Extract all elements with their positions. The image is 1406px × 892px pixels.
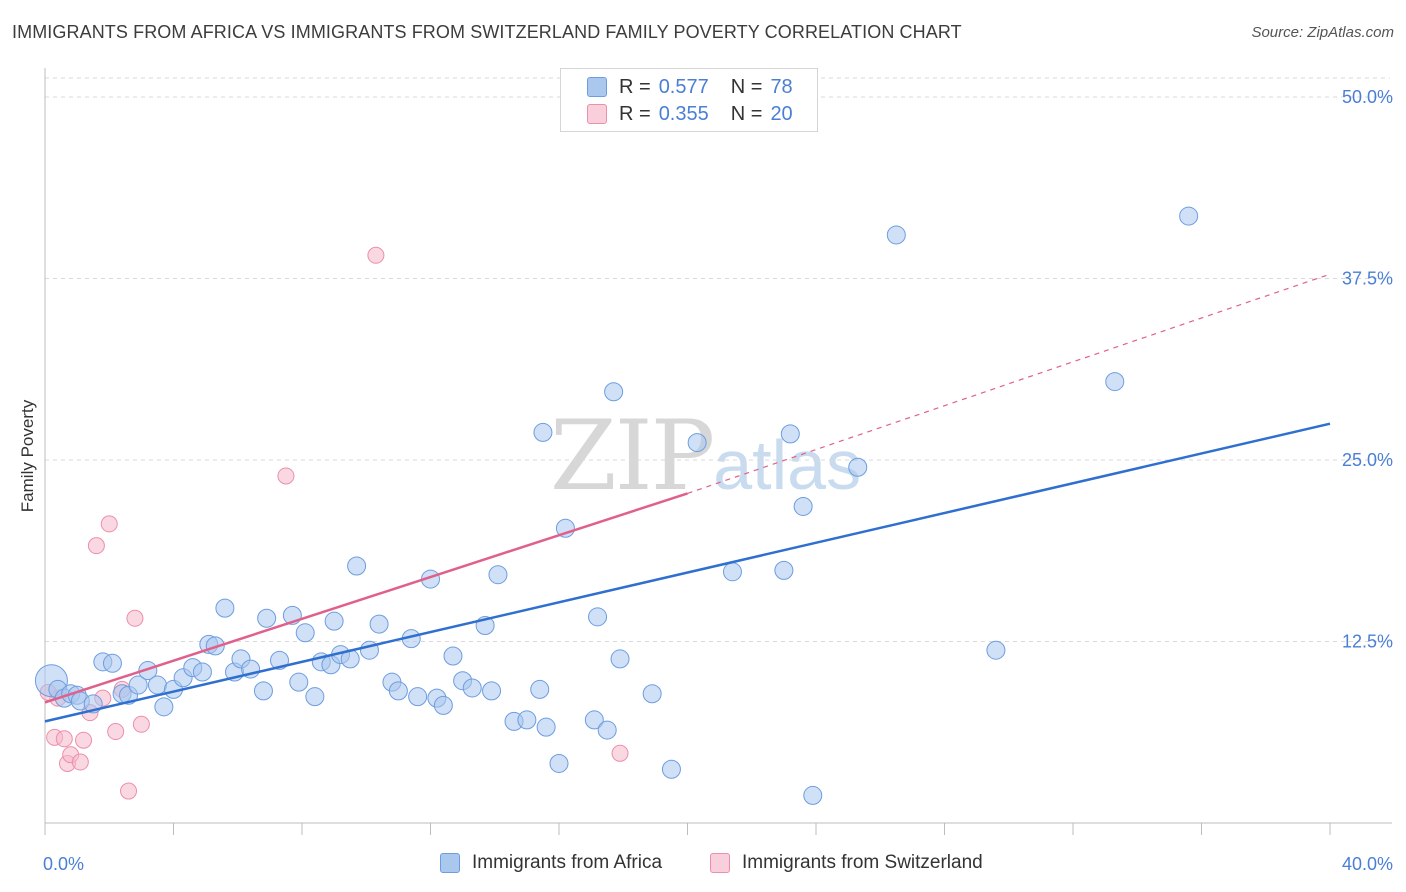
data-point-africa <box>1179 206 1199 226</box>
data-point-africa <box>388 681 408 701</box>
correlation-legend: R = 0.577 N = 78 R = 0.355 N = 20 <box>560 68 818 132</box>
data-point-africa <box>295 623 315 643</box>
legend-swatch-switzerland <box>587 104 607 124</box>
data-point-africa <box>549 753 569 773</box>
chart-title: IMMIGRANTS FROM AFRICA VS IMMIGRANTS FRO… <box>12 22 962 42</box>
legend-r-label: R = <box>619 102 651 125</box>
trendline-switzerland <box>44 492 688 704</box>
data-point-africa <box>584 710 604 730</box>
legend-label-switzerland: Immigrants from Switzerland <box>742 852 983 873</box>
data-point-africa <box>610 649 630 669</box>
data-point-africa <box>215 598 235 618</box>
data-point-switzerland <box>367 246 385 264</box>
data-point-africa <box>128 675 148 695</box>
data-point-switzerland <box>75 731 93 749</box>
data-point-africa <box>803 785 823 805</box>
data-point-africa <box>102 653 122 673</box>
legend-item-africa: Immigrants from Africa <box>440 852 662 874</box>
trendline-africa <box>44 422 1331 723</box>
y-tick-label: 25.0% <box>1342 450 1393 470</box>
legend-swatch-switzerland <box>710 853 730 873</box>
data-point-switzerland <box>120 782 138 800</box>
data-point-africa <box>588 607 608 627</box>
data-point-africa <box>482 681 502 701</box>
x-tick-label: 40.0% <box>1342 854 1393 874</box>
legend-row-switzerland: R = 0.355 N = 20 <box>587 102 793 126</box>
data-point-africa <box>780 424 800 444</box>
data-point-africa <box>462 678 482 698</box>
data-point-africa <box>597 720 617 740</box>
legend-n-label: N = <box>730 102 763 125</box>
legend-n-value: 78 <box>770 75 793 98</box>
data-point-africa <box>986 640 1006 660</box>
series-legend: Immigrants from Africa Immigrants from S… <box>0 850 1406 880</box>
data-point-africa <box>793 496 813 516</box>
data-point-africa <box>530 679 550 699</box>
data-point-africa <box>642 684 662 704</box>
data-point-africa <box>774 560 794 580</box>
x-tick-label: 0.0% <box>43 854 84 874</box>
data-point-africa <box>192 662 212 682</box>
data-point-africa <box>369 614 389 634</box>
data-point-switzerland <box>107 723 125 741</box>
data-point-switzerland <box>100 515 118 533</box>
data-point-africa <box>661 759 681 779</box>
y-tick-label: 50.0% <box>1342 87 1393 107</box>
data-point-switzerland <box>55 730 73 748</box>
trendline-switzerland-extension <box>687 273 1331 494</box>
legend-r-label: R = <box>619 75 651 98</box>
data-point-switzerland <box>277 467 295 485</box>
data-point-africa <box>517 710 537 730</box>
data-point-africa <box>253 681 273 701</box>
data-point-africa <box>687 433 707 453</box>
data-point-africa <box>289 672 309 692</box>
legend-swatch-africa <box>440 853 460 873</box>
data-point-africa <box>147 675 167 695</box>
data-point-switzerland <box>71 753 89 771</box>
data-point-africa <box>433 695 453 715</box>
data-point-africa <box>488 565 508 585</box>
data-point-africa <box>443 646 463 666</box>
y-axis-label: Family Poverty <box>18 399 37 513</box>
data-point-switzerland <box>611 744 629 762</box>
legend-r-value: 0.577 <box>658 75 709 98</box>
data-point-africa <box>722 562 742 582</box>
legend-row-africa: R = 0.577 N = 78 <box>587 75 793 99</box>
data-point-africa <box>305 687 325 707</box>
y-tick-label: 37.5% <box>1342 269 1393 289</box>
data-point-africa <box>347 556 367 576</box>
data-point-africa <box>886 225 906 245</box>
data-point-africa <box>536 717 556 737</box>
data-point-africa <box>1105 372 1125 392</box>
data-point-africa <box>324 611 344 631</box>
data-point-africa <box>604 382 624 402</box>
data-point-africa <box>533 422 553 442</box>
legend-swatch-africa <box>587 77 607 97</box>
legend-n-label: N = <box>730 75 763 98</box>
data-point-switzerland <box>87 537 105 555</box>
data-point-africa <box>257 608 277 628</box>
data-point-switzerland <box>132 715 150 733</box>
y-tick-label: 12.5% <box>1342 632 1393 652</box>
data-point-africa <box>138 661 158 681</box>
legend-item-switzerland: Immigrants from Switzerland <box>710 852 983 874</box>
legend-n-value: 20 <box>770 102 793 125</box>
legend-label-africa: Immigrants from Africa <box>472 852 663 873</box>
data-point-africa <box>408 687 428 707</box>
data-point-africa <box>848 457 868 477</box>
data-point-switzerland <box>126 609 144 627</box>
data-point-africa <box>154 697 174 717</box>
legend-r-value: 0.355 <box>658 102 709 125</box>
source-credit: Source: ZipAtlas.com <box>1251 24 1394 41</box>
